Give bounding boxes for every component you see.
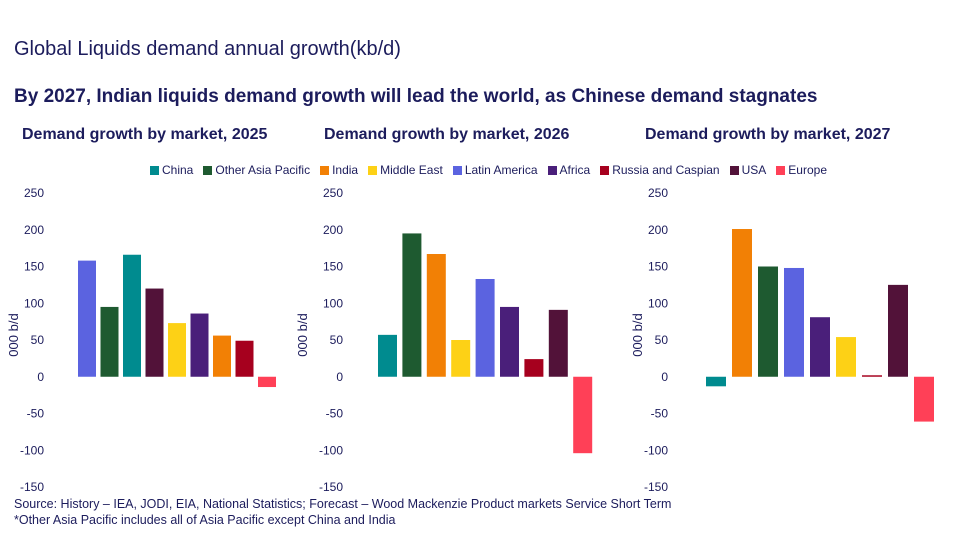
legend-label: USA [741,163,767,177]
chart-title-2026: Demand growth by market, 2026 [324,126,570,143]
legend-swatch [203,165,213,175]
bar-india [732,229,752,377]
y-tick-label: -150 [20,480,44,494]
legend-swatch [320,165,330,175]
y-tick-label: 0 [336,370,343,384]
y-axis-label: 000 b/d [6,313,21,356]
bar-other-asia-pacific [402,233,422,377]
y-tick-label: 50 [655,333,669,347]
legend-item: China [150,163,193,177]
bar-china [706,376,726,387]
page-subtitle: By 2027, Indian liquids demand growth wi… [14,86,818,107]
legend-label: India [332,163,359,177]
y-tick-label: 150 [648,260,668,274]
bar-usa [888,284,908,377]
page-title: Global Liquids demand annual growth(kb/d… [14,38,401,60]
y-tick-label: 150 [24,260,44,274]
bar-india [426,254,446,377]
legend-item: Latin America [452,163,538,177]
y-tick-label: -150 [644,480,668,494]
bar-russia-and-caspian [862,375,882,377]
legend-item: India [320,163,358,177]
chart-title-2025: Demand growth by market, 2025 [22,126,268,143]
y-tick-label: 100 [323,296,343,310]
bar-europe [258,376,276,388]
y-tick-label: 100 [24,296,44,310]
y-tick-label: -50 [27,407,45,421]
legend-item: Other Asia Pacific [203,163,310,177]
y-tick-label: -100 [319,443,343,457]
legend-label: China [162,163,194,177]
source-note: Source: History – IEA, JODI, EIA, Nation… [14,497,672,511]
y-tick-label: 150 [323,260,343,274]
y-axis-label: 000 b/d [630,313,645,356]
legend-item: Europe [776,163,827,177]
y-tick-label: 200 [24,223,44,237]
bar-africa [500,306,519,377]
bar-other-asia-pacific [100,306,119,377]
legend-swatch [150,165,159,175]
legend-swatch [368,165,378,175]
bar-china [123,254,141,377]
bar-africa [190,313,209,377]
chart-title-2027: Demand growth by market, 2027 [645,126,891,143]
y-tick-label: -100 [20,443,44,457]
y-tick-label: -150 [319,480,343,494]
bar-africa [810,317,830,377]
legend-item: Russia and Caspian [600,163,720,177]
legend-swatch [452,165,462,175]
y-tick-label: 0 [661,370,668,384]
bar-middle-east [168,323,186,377]
y-tick-label: 250 [648,186,668,200]
bar-latin-america [78,260,96,377]
y-tick-label: -50 [651,407,669,421]
bar-latin-america [475,278,495,377]
bar-usa [548,309,568,377]
bar-russia-and-caspian [235,340,254,377]
y-tick-label: 50 [330,333,344,347]
bar-europe [573,376,593,454]
y-axis-label: 000 b/d [295,313,310,356]
bar-latin-america [784,267,804,377]
y-tick-label: 250 [323,186,343,200]
legend-item: Middle East [368,163,443,177]
y-tick-label: -50 [326,407,344,421]
y-tick-label: 100 [648,296,668,310]
bar-china [378,334,397,377]
bar-europe [914,376,934,422]
legend-label: Africa [559,163,591,177]
legend-label: Middle East [380,163,443,177]
bar-middle-east [451,340,471,377]
footnote: *Other Asia Pacific includes all of Asia… [14,513,396,527]
legend-swatch [547,165,557,175]
y-tick-label: 50 [31,333,45,347]
legend-label: Europe [788,163,827,177]
y-tick-label: -100 [644,443,668,457]
bar-india [213,335,231,377]
legend: China Other Asia Pacific India Middle East L… [150,163,827,177]
y-tick-label: 0 [37,370,44,384]
legend-label: Other Asia Pacific [215,163,311,177]
legend-swatch [729,165,739,175]
bar-usa [145,288,164,377]
y-tick-label: 200 [323,223,343,237]
legend-swatch [600,165,610,175]
bar-middle-east [836,337,856,377]
bar-russia-and-caspian [524,359,544,377]
legend-item: Africa [547,163,591,177]
y-tick-label: 250 [24,186,44,200]
legend-swatch [776,165,786,175]
legend-label: Latin America [464,163,538,177]
legend-label: Russia and Caspian [612,163,720,177]
legend-item: USA [729,163,767,177]
bar-other-asia-pacific [758,266,778,377]
y-tick-label: 200 [648,223,668,237]
